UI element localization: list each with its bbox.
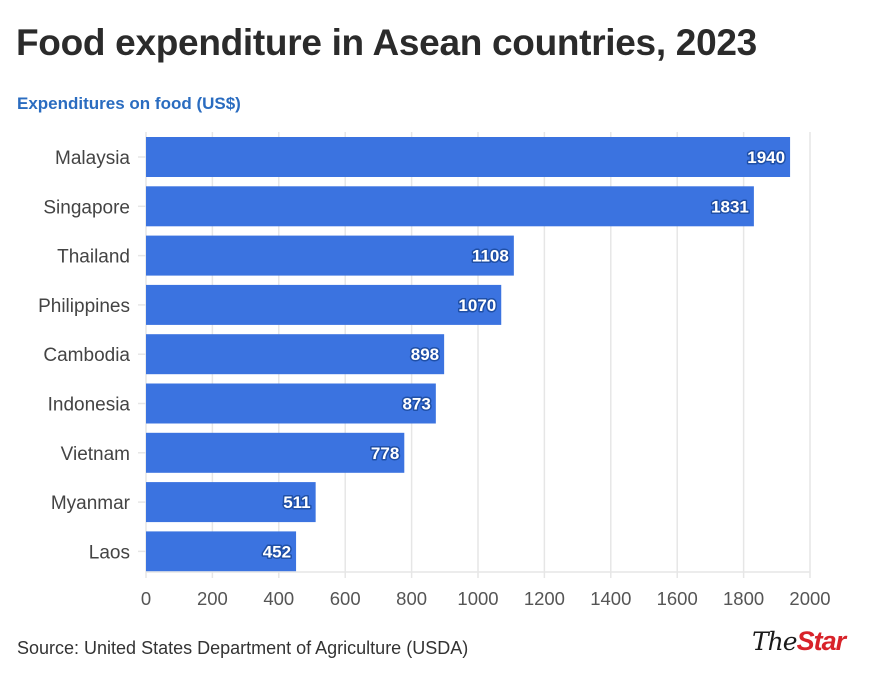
source-note: Source: United States Department of Agri… bbox=[17, 638, 469, 658]
x-tick-label: 600 bbox=[330, 588, 361, 609]
bar-myanmar bbox=[146, 482, 316, 523]
x-tick-label: 800 bbox=[396, 588, 427, 609]
x-tick-label: 1600 bbox=[657, 588, 698, 609]
x-tick-label: 400 bbox=[263, 588, 294, 609]
value-label: 873 bbox=[402, 395, 430, 414]
x-axis: 0 200 400 600 800 1000 1200 1400 1600 1800 2000 bbox=[141, 571, 831, 609]
category-label: Singapore bbox=[43, 197, 130, 218]
bar-malaysia bbox=[146, 137, 791, 177]
chart-title: Food expenditure in Asean countries, 202… bbox=[16, 22, 757, 63]
x-tick-label: 2000 bbox=[789, 588, 830, 609]
x-tick-label: 1000 bbox=[457, 588, 498, 609]
value-label: 1108 bbox=[472, 247, 509, 266]
bar-laos bbox=[146, 531, 297, 572]
category-label: Myanmar bbox=[51, 493, 131, 514]
category-label: Laos bbox=[89, 542, 130, 563]
x-tick-label: 1400 bbox=[590, 588, 631, 609]
bar-thailand bbox=[146, 235, 514, 276]
bar-cambodia bbox=[146, 334, 445, 375]
logo-star: Star bbox=[796, 626, 847, 656]
category-label: Malaysia bbox=[55, 148, 130, 169]
category-labels: Malaysia Singapore Thailand Philippines Camb… bbox=[38, 148, 131, 563]
bar-singapore bbox=[146, 186, 754, 227]
x-tick-label: 200 bbox=[197, 588, 228, 609]
value-label: 898 bbox=[411, 345, 439, 364]
bars bbox=[146, 137, 791, 572]
value-label: 1831 bbox=[711, 197, 749, 216]
category-label: Thailand bbox=[57, 247, 130, 268]
category-label: Vietnam bbox=[61, 444, 130, 465]
category-label: Philippines bbox=[38, 296, 130, 317]
bar-vietnam bbox=[146, 432, 405, 473]
category-label: Indonesia bbox=[48, 395, 131, 416]
bar-philippines bbox=[146, 284, 502, 325]
the-star-logo: TheStar bbox=[752, 626, 847, 657]
value-labels: 1940 1831 1108 1070 898 873 778 511 452 bbox=[261, 147, 786, 563]
value-label: 778 bbox=[371, 444, 399, 463]
value-label: 1940 bbox=[747, 148, 785, 167]
x-tick-label: 1800 bbox=[723, 588, 764, 609]
x-tick-label: 0 bbox=[141, 588, 151, 609]
x-tick-label: 1200 bbox=[524, 588, 565, 609]
category-label: Cambodia bbox=[43, 345, 130, 366]
value-label: 452 bbox=[263, 542, 291, 561]
value-label: 1070 bbox=[458, 296, 496, 315]
value-label: 511 bbox=[283, 493, 310, 512]
logo-the: The bbox=[752, 627, 798, 656]
bar-indonesia bbox=[146, 383, 436, 424]
chart-subtitle: Expenditures on food (US$) bbox=[17, 94, 241, 113]
